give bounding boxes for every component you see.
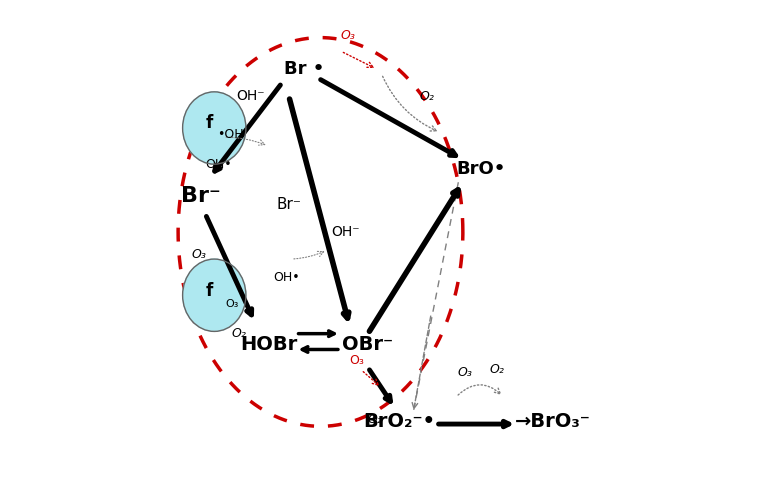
Text: Br⁻: Br⁻ (181, 186, 221, 206)
Text: OH•: OH• (205, 158, 232, 171)
Text: Br •: Br • (285, 60, 325, 78)
Text: O₃: O₃ (226, 299, 239, 309)
Text: Br⁻: Br⁻ (276, 197, 301, 213)
Text: OH•: OH• (273, 271, 300, 284)
Text: O₃: O₃ (349, 354, 364, 367)
Text: O₂: O₂ (232, 327, 246, 340)
Text: OH⁻: OH⁻ (331, 225, 359, 239)
Text: HOBr: HOBr (240, 335, 297, 354)
Text: O₃: O₃ (458, 365, 472, 378)
Text: BrO•: BrO• (456, 160, 506, 178)
Text: O₃: O₃ (340, 29, 355, 42)
Text: •OH: •OH (217, 128, 243, 141)
Text: BrO₂⁻•: BrO₂⁻• (364, 412, 436, 431)
Text: O₂: O₂ (419, 90, 434, 103)
Text: f: f (206, 281, 214, 300)
Text: f: f (206, 115, 214, 133)
Text: O₂: O₂ (367, 413, 382, 426)
Text: OBr⁻: OBr⁻ (343, 335, 394, 354)
Text: O₂: O₂ (489, 363, 504, 376)
Ellipse shape (182, 259, 246, 332)
Text: O₃: O₃ (191, 248, 206, 261)
Ellipse shape (182, 92, 246, 164)
Text: OH⁻: OH⁻ (236, 89, 265, 103)
Text: →BrO₃⁻: →BrO₃⁻ (515, 412, 591, 431)
